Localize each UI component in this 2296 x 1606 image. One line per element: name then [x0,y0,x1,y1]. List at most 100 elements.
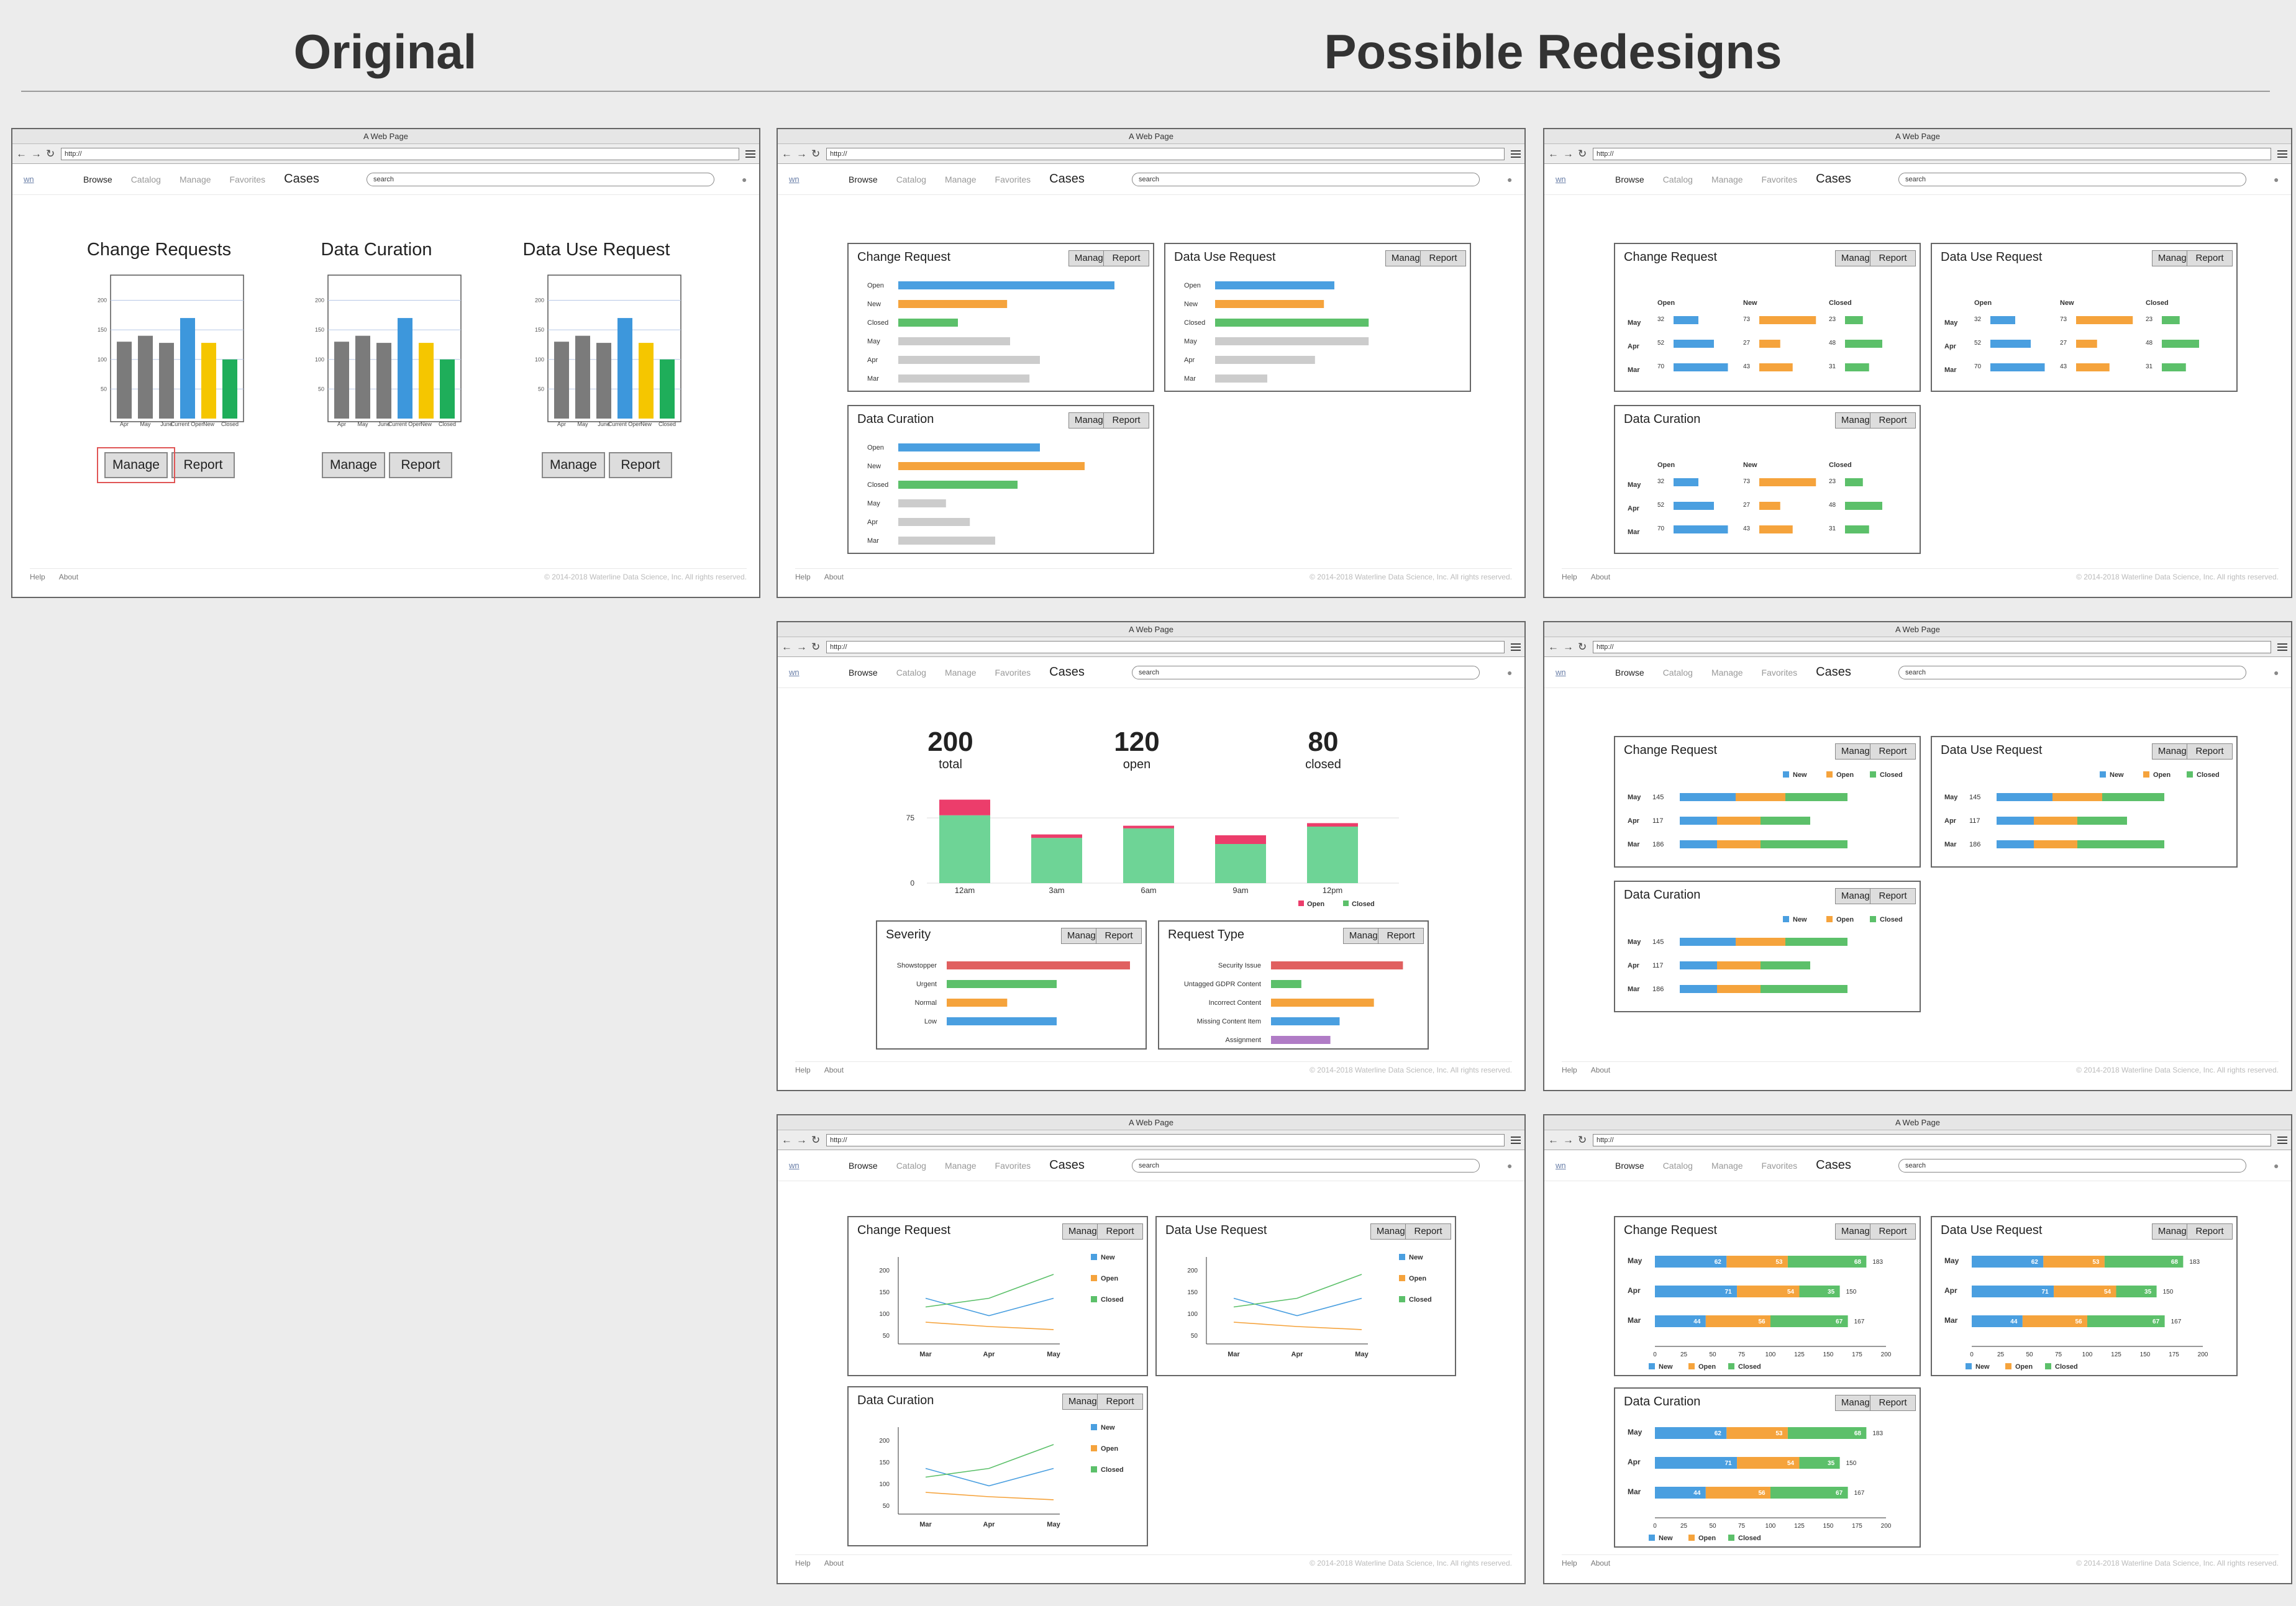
reload-icon[interactable]: ↻ [811,1133,821,1146]
user-icon[interactable]: ● [1507,174,1513,184]
reload-icon[interactable]: ↻ [1578,147,1587,160]
report-button[interactable]: Report [1103,412,1149,429]
search-input[interactable]: search [367,172,714,186]
nav-manage[interactable]: Manage [1711,174,1743,184]
logo[interactable]: wn [789,668,800,677]
report-button[interactable]: Report [1097,1394,1143,1410]
menu-icon[interactable] [745,150,755,158]
menu-icon[interactable] [1511,643,1521,651]
nav-catalog[interactable]: Catalog [896,174,926,184]
user-icon[interactable]: ● [1507,1160,1513,1171]
reload-icon[interactable]: ↻ [1578,640,1587,653]
nav-catalog[interactable]: Catalog [1662,174,1693,184]
report-button[interactable]: Report [171,452,235,478]
nav-catalog[interactable]: Catalog [1662,667,1693,678]
nav-browse[interactable]: Browse [849,667,878,678]
nav-favorites[interactable]: Favorites [1761,174,1798,184]
url-input[interactable]: http:// [61,147,739,160]
nav-favorites[interactable]: Favorites [995,1160,1031,1171]
nav-cases[interactable]: Cases [1049,172,1085,186]
report-button[interactable]: Report [1405,1223,1451,1240]
nav-cases[interactable]: Cases [1049,665,1085,679]
nav-favorites[interactable]: Favorites [229,174,266,184]
url-input[interactable]: http:// [1593,1133,2271,1146]
nav-manage[interactable]: Manage [179,174,211,184]
search-input[interactable]: search [1898,1158,2246,1173]
nav-manage[interactable]: Manage [1711,1160,1743,1171]
about-link[interactable]: About [824,1559,844,1567]
help-link[interactable]: Help [795,573,811,581]
nav-favorites[interactable]: Favorites [995,667,1031,678]
logo[interactable]: wn [24,175,34,184]
back-icon[interactable]: ← [1548,147,1559,160]
menu-icon[interactable] [2277,643,2287,651]
nav-browse[interactable]: Browse [1615,1160,1644,1171]
nav-catalog[interactable]: Catalog [130,174,161,184]
forward-icon[interactable]: → [31,147,42,160]
nav-favorites[interactable]: Favorites [1761,667,1798,678]
report-button[interactable]: Report [2187,743,2233,760]
logo[interactable]: wn [1556,1161,1566,1170]
forward-icon[interactable]: → [1563,147,1574,160]
nav-manage[interactable]: Manage [944,174,977,184]
help-link[interactable]: Help [1562,573,1577,581]
report-button[interactable]: Report [1097,1223,1143,1240]
forward-icon[interactable]: → [796,640,807,653]
report-button[interactable]: Report [1870,1395,1916,1411]
menu-icon[interactable] [2277,1136,2287,1144]
help-link[interactable]: Help [1562,1066,1577,1074]
url-input[interactable]: http:// [1593,640,2271,653]
manage-button[interactable]: Manage [542,452,605,478]
nav-cases[interactable]: Cases [284,172,319,186]
report-button[interactable]: Report [2187,250,2233,266]
reload-icon[interactable]: ↻ [811,640,821,653]
help-link[interactable]: Help [795,1066,811,1074]
nav-catalog[interactable]: Catalog [896,667,926,678]
nav-cases[interactable]: Cases [1049,1158,1085,1172]
reload-icon[interactable]: ↻ [46,147,55,160]
report-button[interactable]: Report [1870,888,1916,904]
search-input[interactable]: search [1898,172,2246,186]
url-input[interactable]: http:// [826,640,1505,653]
nav-catalog[interactable]: Catalog [896,1160,926,1171]
report-button[interactable]: Report [389,452,452,478]
report-button[interactable]: Report [1378,928,1424,944]
back-icon[interactable]: ← [781,147,792,160]
forward-icon[interactable]: → [1563,640,1574,653]
user-icon[interactable]: ● [2274,667,2279,678]
help-link[interactable]: Help [1562,1559,1577,1567]
nav-browse[interactable]: Browse [1615,174,1644,184]
search-input[interactable]: search [1132,665,1480,679]
nav-cases[interactable]: Cases [1816,1158,1851,1172]
logo[interactable]: wn [1556,175,1566,184]
about-link[interactable]: About [824,573,844,581]
back-icon[interactable]: ← [781,1133,792,1146]
logo[interactable]: wn [789,175,800,184]
about-link[interactable]: About [1590,1066,1611,1074]
about-link[interactable]: About [824,1066,844,1074]
url-input[interactable]: http:// [826,1133,1505,1146]
url-input[interactable]: http:// [826,147,1505,160]
nav-manage[interactable]: Manage [1711,667,1743,678]
about-link[interactable]: About [58,573,79,581]
report-button[interactable]: Report [1870,1223,1916,1240]
nav-catalog[interactable]: Catalog [1662,1160,1693,1171]
manage-button[interactable]: Manage [322,452,385,478]
search-input[interactable]: search [1898,665,2246,679]
back-icon[interactable]: ← [781,640,792,653]
nav-browse[interactable]: Browse [83,174,112,184]
nav-browse[interactable]: Browse [849,1160,878,1171]
user-icon[interactable]: ● [2274,174,2279,184]
user-icon[interactable]: ● [1507,667,1513,678]
about-link[interactable]: About [1590,573,1611,581]
report-button[interactable]: Report [1870,743,1916,760]
nav-browse[interactable]: Browse [849,174,878,184]
about-link[interactable]: About [1590,1559,1611,1567]
user-icon[interactable]: ● [2274,1160,2279,1171]
reload-icon[interactable]: ↻ [811,147,821,160]
forward-icon[interactable]: → [796,1133,807,1146]
report-button[interactable]: Report [609,452,672,478]
help-link[interactable]: Help [795,1559,811,1567]
back-icon[interactable]: ← [1548,1133,1559,1146]
user-icon[interactable]: ● [742,174,747,184]
